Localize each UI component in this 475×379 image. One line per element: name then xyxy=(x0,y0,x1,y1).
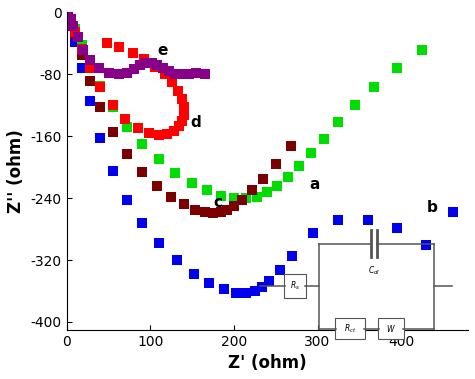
X-axis label: Z' (ohm): Z' (ohm) xyxy=(228,354,307,372)
Text: a: a xyxy=(309,177,320,192)
Text: $R_s$: $R_s$ xyxy=(290,280,300,292)
FancyBboxPatch shape xyxy=(378,318,404,339)
Text: $C_{dl}$: $C_{dl}$ xyxy=(368,265,380,277)
Text: b: b xyxy=(426,200,437,215)
FancyBboxPatch shape xyxy=(335,318,365,339)
Text: e: e xyxy=(157,43,167,58)
Text: $R_{ct}$: $R_{ct}$ xyxy=(344,323,356,335)
FancyBboxPatch shape xyxy=(284,274,306,298)
Text: d: d xyxy=(190,115,201,130)
Text: c: c xyxy=(213,196,222,210)
Text: $W$: $W$ xyxy=(386,323,396,334)
Y-axis label: Z'' (ohm): Z'' (ohm) xyxy=(7,129,25,213)
